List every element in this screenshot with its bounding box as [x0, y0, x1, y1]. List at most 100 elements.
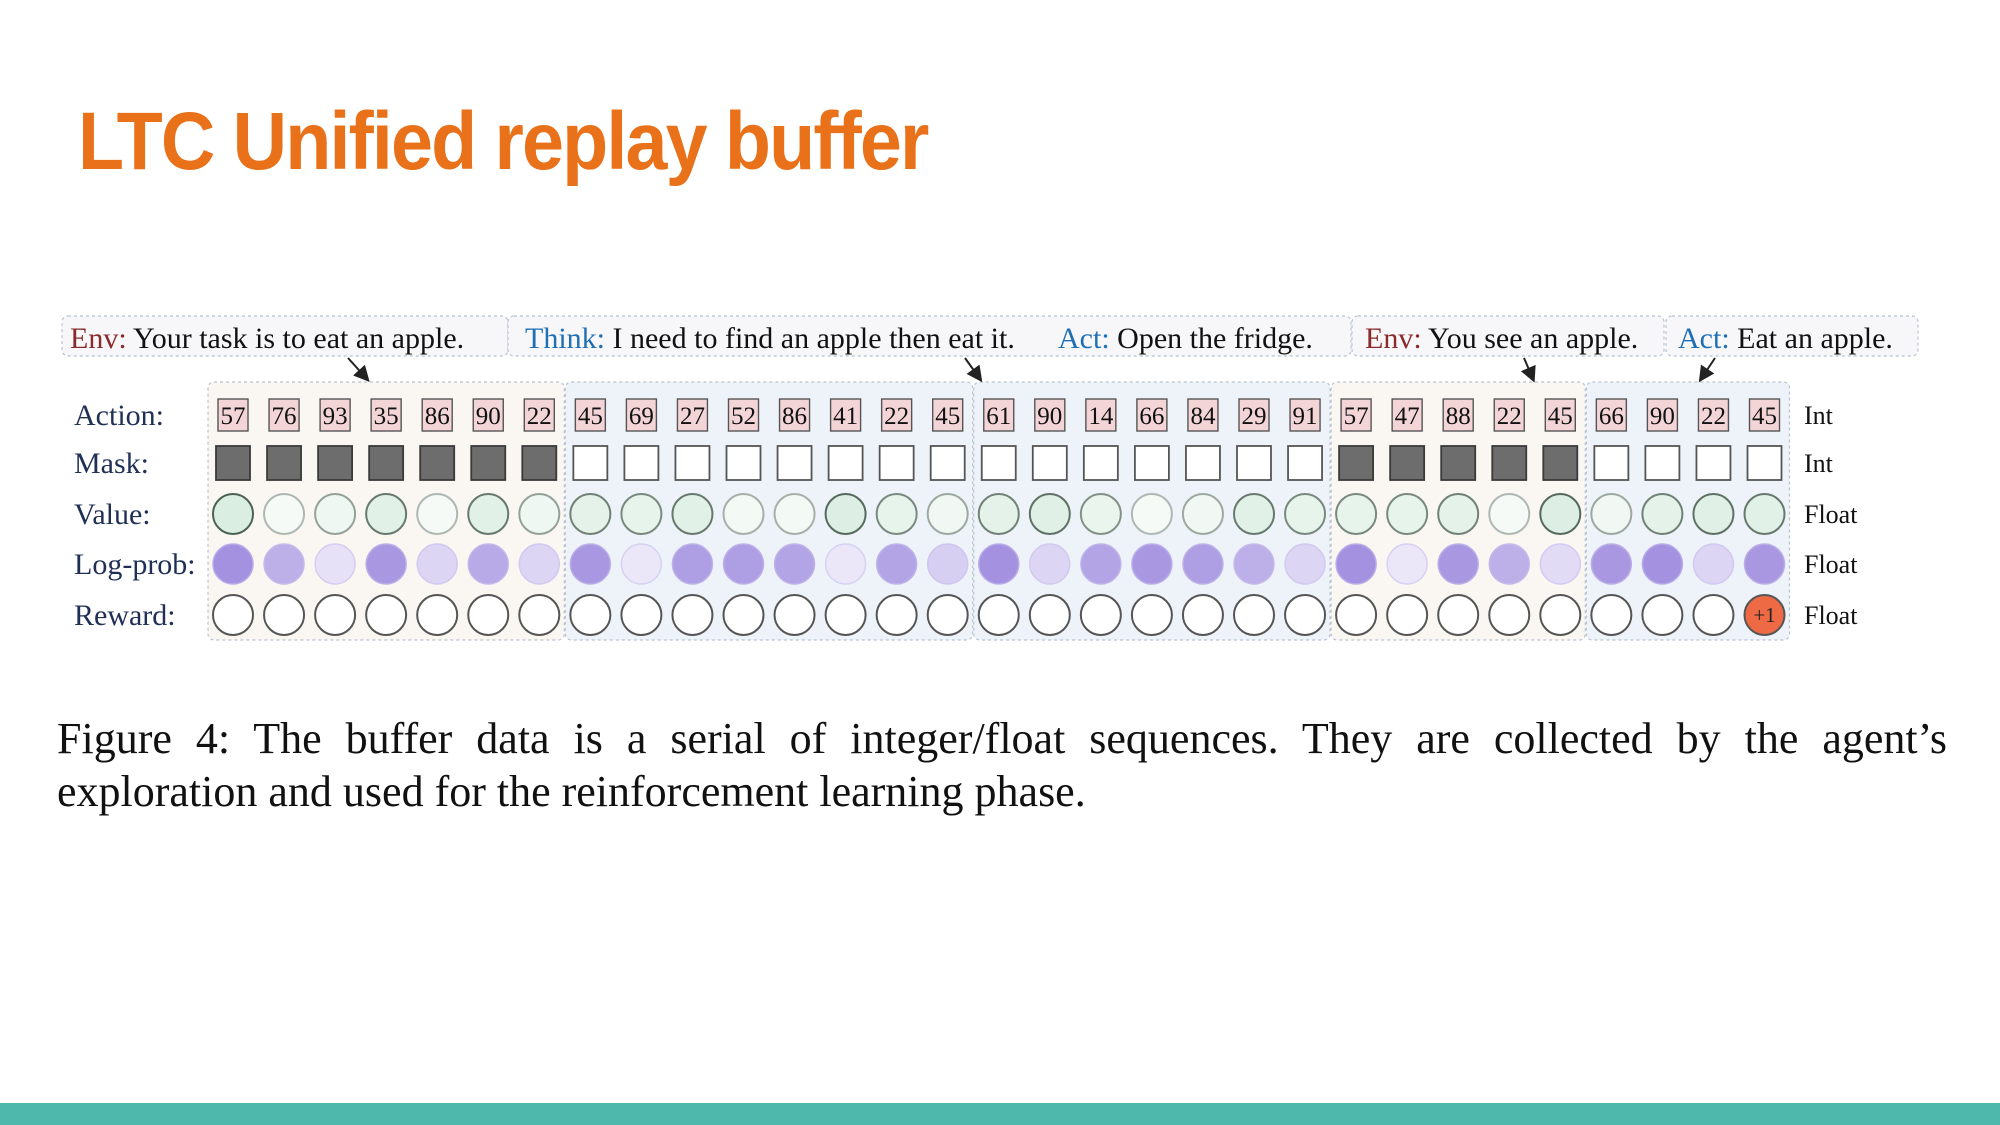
pointer-arrow: [1520, 357, 1536, 383]
logprob-circle: [314, 543, 356, 585]
value-circle: [1335, 493, 1378, 535]
value-circle: [467, 493, 510, 535]
action-token-box: [1646, 398, 1679, 432]
value-circle: [977, 493, 1020, 535]
segment-label: Env:: [70, 322, 127, 355]
action-token-box: [1697, 398, 1730, 432]
reward-circle: [1130, 594, 1173, 636]
action-token-value: 29: [1242, 403, 1267, 430]
mask-cell: [317, 445, 354, 481]
action-token-box: [319, 398, 351, 432]
action-token-value: 45: [1752, 403, 1777, 430]
mask-cell: [1491, 445, 1528, 481]
mask-cell: [623, 445, 660, 481]
reward-circle: [1539, 594, 1582, 636]
action-token-box: [880, 398, 913, 432]
action-token-value: 90: [1650, 403, 1675, 430]
reward-circle: [1028, 594, 1071, 636]
value-circle: [1437, 493, 1480, 535]
logprob-circle: [1488, 543, 1530, 585]
mask-cell: [521, 445, 558, 481]
action-token-value: 69: [629, 403, 654, 430]
action-token-value: 22: [884, 403, 909, 430]
action-token-value: 66: [1599, 403, 1624, 430]
segment-text: Env: You see an apple.: [1365, 322, 1638, 355]
mask-cell: [572, 445, 609, 481]
logprob-circle: [1029, 543, 1071, 585]
action-token-value: 47: [1395, 403, 1420, 430]
reward-circle: [620, 594, 663, 636]
action-token-value: 22: [527, 403, 552, 430]
mask-cell: [215, 445, 251, 481]
value-circle: [365, 493, 408, 535]
logprob-circle: [569, 543, 612, 585]
replay-buffer-svg: Env: Your task is to eat an apple. Think:…: [61, 315, 1919, 641]
mask-cell: [470, 445, 507, 481]
logprob-circle: [1182, 543, 1224, 585]
segment-content: Open the fridge.: [1110, 322, 1313, 355]
reward-circle: [1692, 594, 1735, 636]
value-circle: [671, 493, 714, 535]
action-token-box: [1748, 398, 1781, 432]
value-circle: [620, 493, 663, 535]
logprob-circle: [1233, 543, 1275, 585]
row-type-label: Float: [1804, 601, 1858, 630]
action-token-value: 86: [425, 403, 450, 430]
replay-buffer-diagram: Env: Your task is to eat an apple. Think:…: [60, 310, 1940, 655]
reward-circle: [875, 594, 918, 636]
value-circle: [314, 493, 357, 535]
reward-circle: [1488, 594, 1531, 636]
action-token-value: 45: [1548, 403, 1573, 430]
logprob-circle: [467, 543, 509, 585]
action-token-box: [727, 398, 760, 432]
action-token-value: 52: [731, 403, 756, 430]
reward-circle: [467, 594, 510, 636]
mask-cell: [1593, 445, 1630, 481]
action-token-box: [1595, 398, 1628, 432]
mask-cell: [776, 445, 813, 481]
reward-circle: [1181, 594, 1224, 636]
action-token-value: 45: [935, 403, 960, 430]
reward-circle: [1079, 594, 1122, 636]
row-type-label: Float: [1804, 500, 1858, 529]
mask-cell: [1695, 445, 1732, 481]
mask-cell: [1644, 445, 1681, 481]
segment-label: Env:: [1365, 322, 1422, 355]
mask-cell: [878, 445, 915, 481]
value-circle: [1386, 493, 1429, 535]
action-token-box: [1544, 398, 1577, 432]
value-circle: [1692, 493, 1735, 535]
logprob-circle: [212, 543, 254, 585]
action-token-box: [1238, 398, 1270, 432]
reward-circle: [773, 594, 816, 636]
value-circle: [1641, 493, 1684, 535]
logprob-circle: [1386, 543, 1428, 585]
value-circle: [773, 493, 816, 535]
mask-cell: [1031, 445, 1068, 481]
value-circle: [824, 493, 867, 535]
value-circle: [1028, 493, 1071, 535]
action-token-value: 90: [476, 403, 501, 430]
mask-cell: [1440, 445, 1477, 481]
action-token-box: [829, 398, 862, 432]
mask-cell: [1542, 445, 1579, 481]
action-token-value: 66: [1139, 403, 1164, 430]
pointer-arrow: [964, 357, 983, 383]
mask-cell: [929, 445, 966, 481]
action-token-value: 57: [221, 403, 246, 430]
action-token-box: [421, 398, 453, 432]
reward-circle: [212, 594, 254, 636]
action-token-value: 76: [272, 403, 297, 430]
mask-cell: [674, 445, 711, 481]
reward-circle: [1590, 594, 1633, 636]
action-token-value: 41: [833, 403, 858, 430]
mask-cell: [725, 445, 762, 481]
logprob-circle: [1641, 543, 1684, 585]
reward-value: +1: [1753, 603, 1775, 627]
action-token-box: [268, 398, 300, 432]
action-token-box: [370, 398, 402, 432]
action-token-box: [1085, 398, 1117, 432]
segment-label: Think:: [525, 322, 605, 355]
mask-cell: [1338, 445, 1374, 481]
figure-caption: Figure 4: The buffer data is a serial of…: [57, 714, 1947, 816]
